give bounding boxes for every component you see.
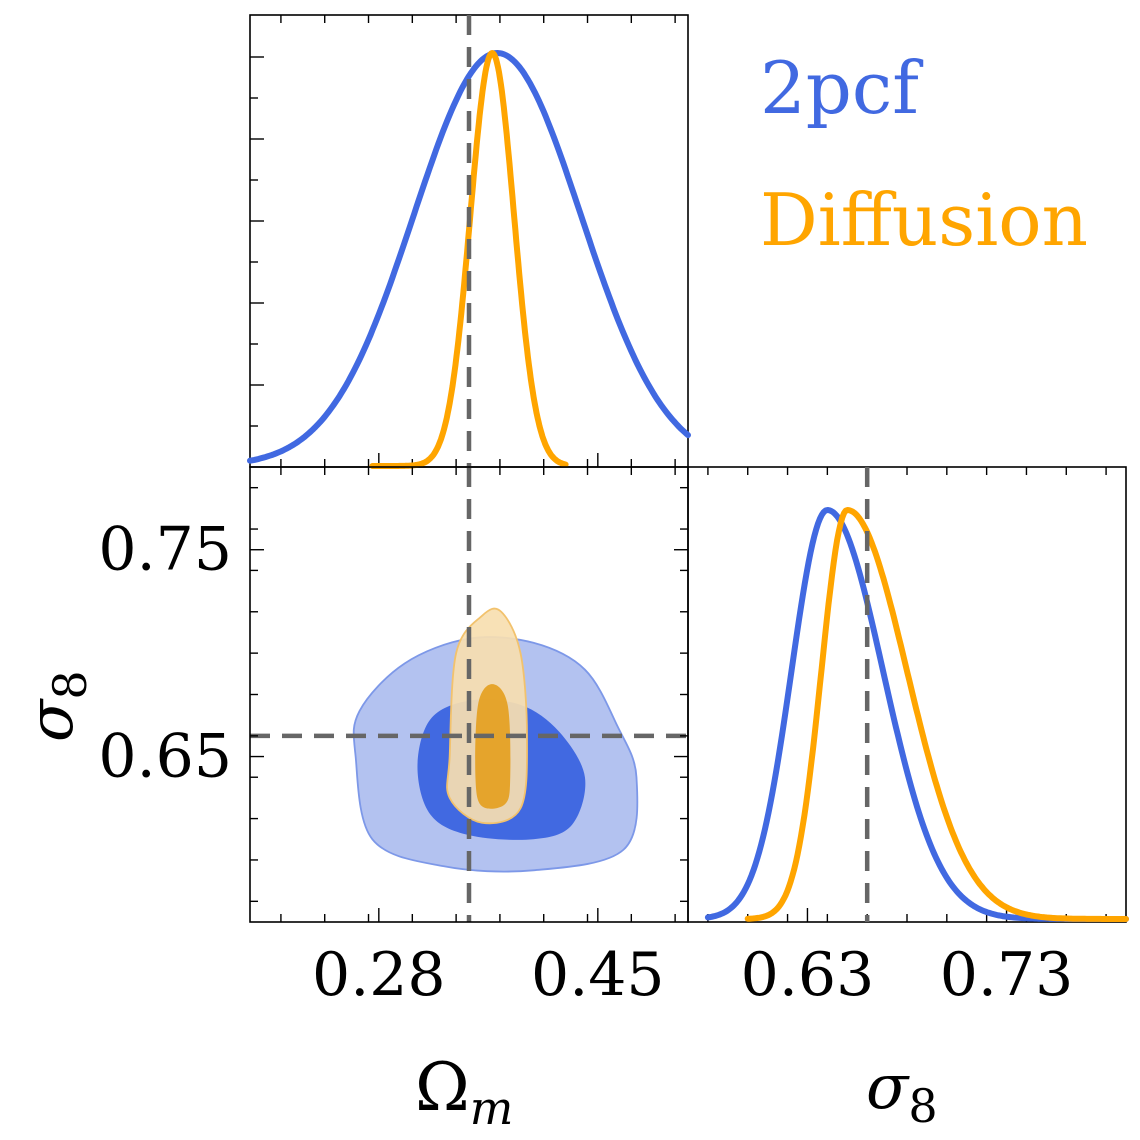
sigma-8-y-axis-label: σ8: [14, 670, 97, 742]
sigma-8-y-axis-label-subscript: 8: [43, 670, 97, 699]
omega-m-marginal-curve-2pcf: [247, 50, 691, 464]
sigma-8-y-tick-label: 0.65: [98, 722, 232, 792]
legend-entry-2pcf: 2pcf: [760, 46, 923, 130]
omega-m-marginal-curve-diffusion: [369, 50, 569, 469]
legend-entry-diffusion: Diffusion: [760, 178, 1088, 262]
joint-contour-panel: 0.28 0.45 0.65 0.75: [98, 466, 689, 1010]
sigma-8-x-axis-label: σ8: [866, 1050, 938, 1133]
sigma-8-marginal-panel: 0.63 0.73: [687, 466, 1129, 1010]
sigma-8-marginal-curve-diffusion: [744, 507, 1129, 922]
omega-m-axis-label: Ωm: [415, 1049, 513, 1135]
omega-m-tick-label: 0.45: [531, 940, 665, 1010]
omega-m-tick-label: 0.28: [312, 940, 446, 1010]
sigma-8-x-axis-label-subscript: 8: [908, 1079, 937, 1133]
omega-m-axis-label-subscript: m: [470, 1081, 514, 1135]
joint-contours: [352, 607, 639, 873]
sigma-8-y-tick-label: 0.75: [98, 515, 232, 585]
sigma-8-x-tick-label: 0.73: [940, 940, 1074, 1010]
legend: 2pcf Diffusion: [760, 46, 1088, 262]
contour-68-diffusion: [475, 684, 511, 809]
sigma-8-marginal-frame: [687, 466, 1127, 923]
sigma-8-x-tick-label: 0.63: [741, 940, 875, 1010]
omega-m-marginal-panel: [247, 14, 691, 469]
